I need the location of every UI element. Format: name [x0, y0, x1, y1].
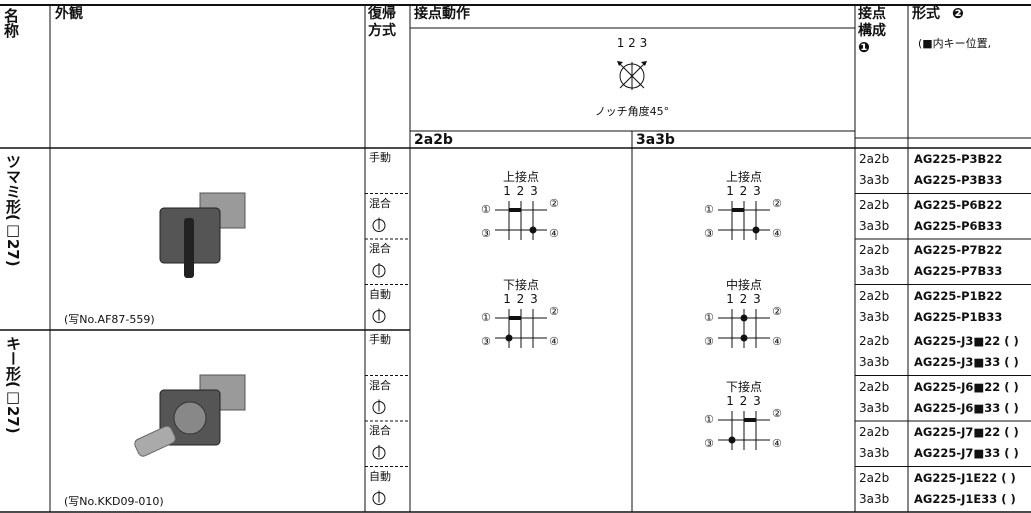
group-name: ツマミ形(□27) [4, 154, 22, 267]
contact-config: 3a3b [859, 491, 890, 506]
contact-dot [752, 226, 760, 234]
contact-dot [740, 334, 748, 342]
terminal-number: ② [549, 305, 559, 318]
contact-config: 2a2b [859, 425, 890, 439]
terminal-number: ② [772, 305, 782, 318]
notch-angle: ノッチ角度45° [594, 105, 670, 118]
header-model-mark: ❷ [952, 6, 964, 22]
contact-config: 3a3b [859, 264, 890, 278]
terminal-number: ① [481, 311, 491, 324]
terminal-number: ③ [481, 227, 491, 240]
contact-positions: 1 2 3 [726, 184, 762, 198]
header-config: 接点構成 [858, 6, 886, 39]
terminal-number: ② [772, 407, 782, 420]
contact-dot [740, 314, 748, 322]
header-model-note: (■内キー位置, [918, 37, 992, 50]
key-cylinder [173, 401, 207, 435]
contact-dot [728, 436, 736, 444]
sub-2a2b: 2a2b [414, 132, 453, 148]
header-name: 名称 [2, 8, 20, 38]
terminal-number: ③ [704, 335, 714, 348]
terminal-number: ① [481, 203, 491, 216]
model-code: AG225-P3B33 [914, 173, 1003, 187]
contact-label: 下接点 [725, 380, 763, 394]
switch-knob [184, 218, 194, 278]
contact-positions: 1 2 3 [726, 394, 762, 408]
terminal-number: ③ [481, 335, 491, 348]
photo-caption: (写No.KKD09-010) [64, 495, 164, 508]
contact-config: 3a3b [859, 309, 890, 324]
terminal-number: ② [772, 197, 782, 210]
header-model: 形式 [912, 6, 940, 22]
header-appearance: 外観 [55, 6, 83, 22]
terminal-number: ④ [772, 227, 782, 240]
contact-config: 3a3b [859, 218, 890, 233]
terminal-number: ④ [772, 437, 782, 450]
model-code: AG225-J7■22 ( ) [914, 425, 1019, 439]
contact-config: 3a3b [859, 446, 890, 460]
terminal-number: ③ [704, 437, 714, 450]
contact-config: 3a3b [859, 355, 890, 369]
model-code: AG225-J6■22 ( ) [914, 379, 1019, 394]
contact-config: 2a2b [859, 379, 890, 394]
header-return: 復帰方式 [368, 6, 396, 39]
model-code: AG225-P6B22 [914, 197, 1003, 212]
return-type: 混合 [369, 378, 391, 392]
header-contact-action: 接点動作 [414, 6, 470, 22]
return-type: 自動 [369, 469, 391, 483]
model-code: AG225-P1B22 [914, 288, 1003, 303]
terminal-number: ④ [772, 335, 782, 348]
return-type: 混合 [369, 424, 391, 437]
key [134, 425, 176, 457]
contact-config: 2a2b [859, 197, 890, 212]
contact-label: 上接点 [725, 170, 763, 184]
contact-config: 2a2b [859, 288, 890, 303]
model-code: AG225-J7■33 ( ) [914, 446, 1019, 460]
model-code: AG225-J3■33 ( ) [914, 355, 1019, 369]
contact-dot [529, 226, 537, 234]
return-type: 混合 [369, 242, 391, 255]
contact-config: 2a2b [859, 152, 890, 166]
return-type: 混合 [369, 196, 391, 210]
return-type: 手動 [369, 151, 391, 164]
contact-positions: 1 2 3 [726, 292, 762, 306]
contact-config: 3a3b [859, 173, 890, 187]
notch-arrows [617, 61, 647, 66]
contact-label: 下接点 [502, 278, 540, 292]
terminal-number: ③ [704, 227, 714, 240]
terminal-number: ④ [549, 227, 559, 240]
notch-positions: 1 2 3 [616, 36, 648, 50]
header-config-mark: ❶ [858, 40, 870, 56]
contact-config: 2a2b [859, 470, 890, 485]
photo-caption: (写No.AF87-559) [64, 313, 155, 326]
model-code: AG225-J3■22 ( ) [914, 334, 1019, 348]
sub-3a3b: 3a3b [636, 132, 675, 148]
terminal-number: ① [704, 203, 714, 216]
model-code: AG225-P3B22 [914, 152, 1003, 166]
contact-positions: 1 2 3 [503, 184, 539, 198]
contact-positions: 1 2 3 [503, 292, 539, 306]
model-code: AG225-J1E33 ( ) [914, 491, 1016, 506]
model-code: AG225-J1E22 ( ) [914, 470, 1016, 485]
group-name: キー形(□27) [4, 336, 22, 434]
terminal-number: ① [704, 311, 714, 324]
model-code: AG225-P7B22 [914, 243, 1003, 257]
return-type: 手動 [369, 333, 391, 346]
terminal-number: ① [704, 413, 714, 426]
contact-dot [505, 334, 513, 342]
contact-config: 3a3b [859, 400, 890, 415]
contact-config: 2a2b [859, 334, 890, 348]
model-code: AG225-P6B33 [914, 218, 1003, 233]
model-code: AG225-P7B33 [914, 264, 1003, 278]
contact-label: 上接点 [502, 170, 540, 184]
return-type: 自動 [369, 287, 391, 301]
model-code: AG225-P1B33 [914, 309, 1003, 324]
contact-label: 中接点 [725, 278, 763, 292]
terminal-number: ④ [549, 335, 559, 348]
contact-config: 2a2b [859, 243, 890, 257]
terminal-number: ② [549, 197, 559, 210]
model-code: AG225-J6■33 ( ) [914, 400, 1019, 415]
